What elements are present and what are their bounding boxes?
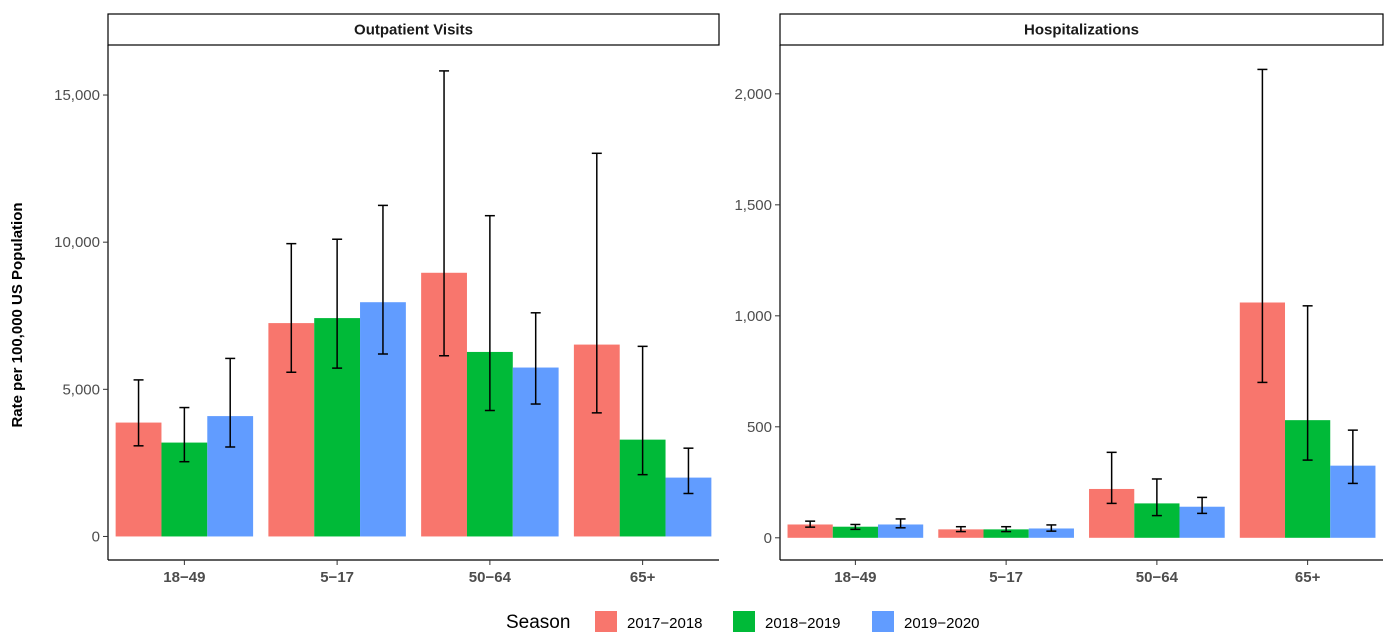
error-bars bbox=[133, 70, 694, 495]
panel-strip bbox=[779, 13, 1384, 46]
error-bar-5-17-2017-2018 bbox=[955, 525, 966, 533]
bar-5-17-2018-2019 bbox=[983, 529, 1029, 538]
legend-swatch bbox=[872, 611, 894, 632]
error-bar-50-64-2018-2019 bbox=[484, 214, 495, 412]
error-bars bbox=[805, 68, 1358, 533]
error-bar-5-17-2018-2019 bbox=[1001, 525, 1012, 533]
panel-outpatient-visits: Outpatient Visits 0 5,000 10,000 15,000 18−49… bbox=[54, 13, 720, 586]
error-bar-65-2019-2020 bbox=[1347, 429, 1358, 485]
y-tick-label: 0 bbox=[764, 530, 772, 547]
y-tick-label: 0 bbox=[92, 528, 100, 545]
y-tick-label: 1,500 bbox=[734, 197, 772, 214]
x-tick-label: 50−64 bbox=[469, 569, 512, 586]
error-bar-18-49-2018-2019 bbox=[850, 523, 861, 531]
x-tick-label: 5−17 bbox=[989, 569, 1023, 586]
bar-5-17-2019-2020 bbox=[1028, 528, 1074, 538]
error-bar-5-17-2017-2018 bbox=[286, 242, 297, 373]
error-bar-65-2017-2018 bbox=[1257, 68, 1268, 384]
y-axis-label: Rate per 100,000 US Population bbox=[9, 202, 26, 427]
error-bar-50-64-2017-2018 bbox=[439, 70, 450, 357]
y-tick-label: 500 bbox=[747, 419, 772, 436]
bars bbox=[115, 272, 712, 537]
error-bar-50-64-2018-2019 bbox=[1151, 478, 1162, 517]
error-bar-5-17-2019-2020 bbox=[1046, 524, 1057, 532]
x-tick-label: 65+ bbox=[1295, 569, 1321, 586]
legend-item-2018-2019: 2018−2019 bbox=[733, 611, 841, 632]
legend-swatch bbox=[595, 611, 617, 632]
legend-label: 2018−2019 bbox=[765, 615, 841, 632]
error-bar-50-64-2017-2018 bbox=[1106, 451, 1117, 505]
x-tick-label: 50−64 bbox=[1136, 569, 1179, 586]
panel-strip bbox=[107, 13, 720, 46]
error-bar-50-64-2019-2020 bbox=[530, 312, 541, 405]
error-bar-65-2019-2020 bbox=[683, 447, 694, 495]
panel-hospitalizations: Hospitalizations 0 500 1,000 1,500 2,000 18−49… bbox=[734, 13, 1384, 586]
error-bar-18-49-2019-2020 bbox=[895, 518, 906, 529]
x-tick-label: 18−49 bbox=[163, 569, 205, 586]
bar-18-49-2017-2018 bbox=[787, 524, 833, 538]
y-tick-label: 15,000 bbox=[54, 87, 100, 104]
legend: Season 2017−2018 2018−2019 2019−2020 bbox=[506, 611, 980, 632]
error-bar-65-2017-2018 bbox=[591, 152, 602, 414]
error-bar-18-49-2017-2018 bbox=[133, 379, 144, 447]
panel-title: Outpatient Visits bbox=[354, 22, 473, 39]
error-bar-18-49-2018-2019 bbox=[179, 406, 190, 463]
y-tick-label: 1,000 bbox=[734, 308, 772, 325]
bars bbox=[787, 302, 1376, 538]
bar-5-17-2017-2018 bbox=[938, 529, 984, 538]
legend-label: 2017−2018 bbox=[627, 615, 703, 632]
error-bar-18-49-2019-2020 bbox=[225, 357, 236, 448]
x-tick-label: 5−17 bbox=[320, 569, 354, 586]
error-bar-65-2018-2019 bbox=[1302, 305, 1313, 461]
error-bar-50-64-2019-2020 bbox=[1197, 496, 1208, 515]
legend-title: Season bbox=[506, 612, 570, 632]
error-bar-65-2018-2019 bbox=[637, 345, 648, 476]
x-tick-label: 65+ bbox=[630, 569, 656, 586]
panel-title: Hospitalizations bbox=[1024, 22, 1139, 39]
y-tick-label: 5,000 bbox=[62, 381, 100, 398]
y-tick-label: 10,000 bbox=[54, 234, 100, 251]
y-tick-label: 2,000 bbox=[734, 86, 772, 103]
error-bar-18-49-2017-2018 bbox=[805, 520, 816, 528]
legend-item-2019-2020: 2019−2020 bbox=[872, 611, 980, 632]
x-tick-label: 18−49 bbox=[834, 569, 876, 586]
legend-swatch bbox=[733, 611, 755, 632]
legend-item-2017-2018: 2017−2018 bbox=[595, 611, 703, 632]
error-bar-5-17-2018-2019 bbox=[332, 238, 343, 369]
bar-18-49-2019-2020 bbox=[877, 524, 924, 538]
legend-label: 2019−2020 bbox=[904, 615, 980, 632]
error-bar-5-17-2019-2020 bbox=[377, 204, 388, 355]
bar-18-49-2018-2019 bbox=[832, 526, 878, 538]
